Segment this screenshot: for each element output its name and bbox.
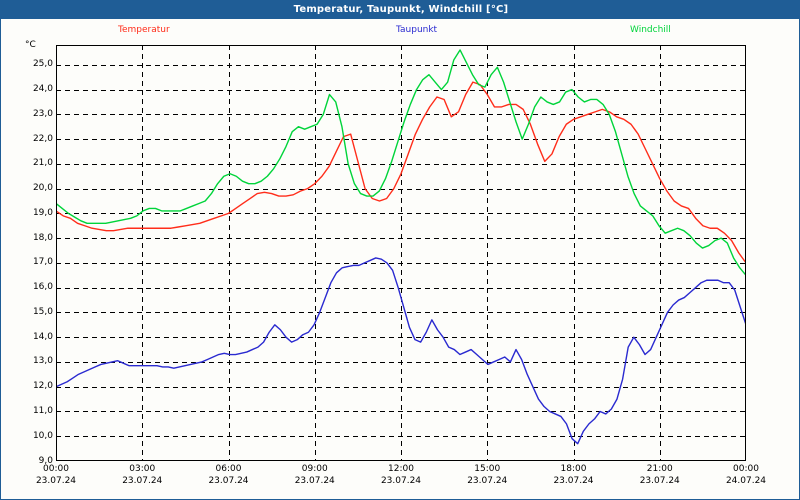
x-axis-tick-time: 06:00 <box>215 464 242 474</box>
x-axis-tick-label: 00:00 24.07.24 <box>711 463 781 488</box>
x-axis-labels: 00:00 23.07.24 03:00 23.07.24 06:00 23.07.24 0… <box>36 463 766 493</box>
x-axis-tick-date: 23.07.24 <box>639 476 680 486</box>
chart-legend: Temperatur Taupunkt Windchill <box>1 23 799 37</box>
legend-item-temperatur: Temperatur <box>118 25 170 35</box>
x-axis-tick-time: 12:00 <box>388 464 414 474</box>
y-axis-tick-label: 18,0 <box>32 232 53 243</box>
x-axis-tick-label: 03:00 23.07.24 <box>107 463 177 488</box>
x-axis-tick-label: 15:00 23.07.24 <box>452 463 522 488</box>
y-axis-tick-label: 9,0 <box>38 455 53 466</box>
y-axis-tick-label: 22,0 <box>32 133 53 144</box>
x-axis-tick-label: 18:00 23.07.24 <box>539 463 609 488</box>
y-axis-tick-label: 14,0 <box>32 331 53 342</box>
x-axis-tick-date: 24.07.24 <box>725 476 767 486</box>
x-axis-tick-time: 03:00 <box>129 464 156 474</box>
series-line-taupunkt <box>56 257 746 445</box>
x-axis-tick-time: 09:00 <box>301 464 328 474</box>
plot-area <box>56 45 746 461</box>
x-axis-tick-label: 12:00 23.07.24 <box>366 463 436 488</box>
y-axis-tick-label: 13,0 <box>32 356 53 367</box>
y-axis-tick-label: 17,0 <box>32 257 53 268</box>
x-axis-tick-date: 23.07.24 <box>467 476 508 486</box>
series-line-temperatur <box>56 81 746 264</box>
x-axis-tick-date: 23.07.24 <box>294 476 335 486</box>
x-axis-tick-label: 00:00 23.07.24 <box>21 463 91 488</box>
x-axis-tick-time: 00:00 <box>43 464 69 474</box>
grid-lines <box>56 45 746 461</box>
x-axis-tick-date: 23.07.24 <box>380 476 422 486</box>
y-axis-tick-label: 23,0 <box>32 108 53 119</box>
y-axis-tick-label: 10,0 <box>32 430 53 441</box>
window-title: Temperatur, Taupunkt, Windchill [°C] <box>1 1 799 19</box>
x-axis-tick-label: 06:00 23.07.24 <box>194 463 264 488</box>
x-axis-tick-label: 21:00 23.07.24 <box>625 463 695 488</box>
x-axis-tick-label: 09:00 23.07.24 <box>280 463 350 488</box>
x-axis-tick-date: 23.07.24 <box>208 476 249 486</box>
y-axis-tick-label: 25,0 <box>32 59 53 70</box>
x-axis-tick-time: 21:00 <box>646 464 673 474</box>
y-axis-tick-label: 12,0 <box>32 381 53 392</box>
x-axis-tick-time: 15:00 <box>474 464 501 474</box>
x-axis-tick-time: 18:00 <box>560 464 587 474</box>
x-axis-tick-time: 00:00 <box>733 464 759 474</box>
y-axis-tick-label: 15,0 <box>32 306 53 317</box>
x-axis-tick-date: 23.07.24 <box>122 476 163 486</box>
y-axis-tick-label: 21,0 <box>32 158 53 169</box>
legend-item-windchill: Windchill <box>630 25 671 35</box>
y-axis-tick-label: 11,0 <box>32 405 53 416</box>
y-axis-tick-label: 24,0 <box>32 84 53 95</box>
x-axis-tick-date: 23.07.24 <box>553 476 594 486</box>
y-axis-tick-label: 20,0 <box>32 183 53 194</box>
y-axis-tick-label: 19,0 <box>32 207 53 218</box>
y-axis-unit-label: °C <box>25 40 36 50</box>
series-line-windchill <box>56 49 746 276</box>
y-axis-tick-label: 16,0 <box>32 282 53 293</box>
data-series <box>56 49 746 445</box>
plot-border <box>56 45 746 461</box>
legend-item-taupunkt: Taupunkt <box>396 25 438 35</box>
y-axis-labels: 25,0 24,0 23,0 22,0 21,0 20,0 19,0 18,0 17,0 16,0… <box>13 45 53 465</box>
chart-canvas <box>56 45 746 461</box>
x-axis-tick-date: 23.07.24 <box>35 476 77 486</box>
